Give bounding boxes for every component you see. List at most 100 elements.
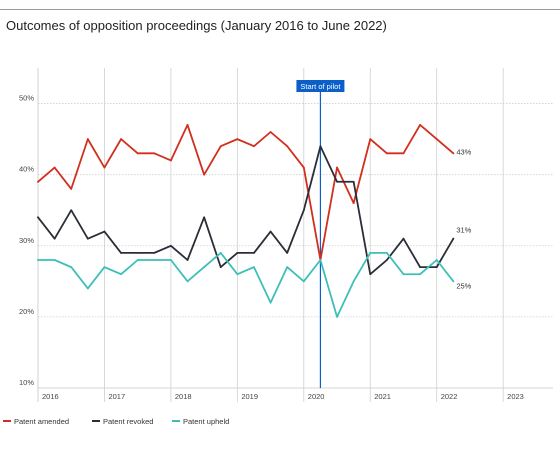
legend-label: Patent revoked xyxy=(103,417,153,426)
data-point-patent-upheld xyxy=(419,273,421,275)
data-point-patent-amended xyxy=(37,181,39,183)
x-tick-label: 2023 xyxy=(507,392,524,401)
data-point-patent-revoked xyxy=(353,181,355,183)
series-line-patent-upheld xyxy=(38,253,453,317)
data-point-patent-amended xyxy=(336,167,338,169)
data-point-patent-upheld xyxy=(153,259,155,261)
data-point-patent-revoked xyxy=(270,231,272,233)
data-point-patent-amended xyxy=(153,152,155,154)
data-point-patent-amended xyxy=(419,124,421,126)
data-point-patent-revoked xyxy=(369,273,371,275)
data-point-patent-revoked xyxy=(386,259,388,261)
data-point-patent-amended xyxy=(452,152,454,154)
data-point-patent-upheld xyxy=(270,302,272,304)
data-point-patent-amended xyxy=(187,124,189,126)
data-point-patent-upheld xyxy=(436,259,438,261)
data-point-patent-upheld xyxy=(253,266,255,268)
data-point-patent-revoked xyxy=(37,216,39,218)
data-point-patent-amended xyxy=(137,152,139,154)
data-point-patent-amended xyxy=(403,152,405,154)
data-point-patent-upheld xyxy=(236,273,238,275)
data-point-patent-amended xyxy=(54,167,56,169)
data-point-patent-amended xyxy=(203,174,205,176)
data-point-patent-revoked xyxy=(54,238,56,240)
end-value-label: 43% xyxy=(456,147,471,156)
data-point-patent-upheld xyxy=(187,280,189,282)
data-point-patent-upheld xyxy=(220,252,222,254)
data-point-patent-amended xyxy=(120,138,122,140)
data-point-patent-revoked xyxy=(187,259,189,261)
data-point-patent-amended xyxy=(369,138,371,140)
data-point-patent-upheld xyxy=(286,266,288,268)
data-point-patent-revoked xyxy=(403,238,405,240)
data-point-patent-amended xyxy=(386,152,388,154)
x-tick-label: 2021 xyxy=(374,392,391,401)
data-point-patent-revoked xyxy=(137,252,139,254)
data-point-patent-revoked xyxy=(419,266,421,268)
data-point-patent-upheld xyxy=(203,266,205,268)
x-tick-label: 2017 xyxy=(108,392,125,401)
data-point-patent-upheld xyxy=(369,252,371,254)
data-point-patent-upheld xyxy=(452,280,454,282)
end-value-label: 31% xyxy=(456,226,471,235)
data-point-patent-upheld xyxy=(137,259,139,261)
data-point-patent-amended xyxy=(236,138,238,140)
data-point-patent-revoked xyxy=(253,252,255,254)
y-tick-label: 50% xyxy=(19,94,34,103)
data-point-patent-upheld xyxy=(386,252,388,254)
legend-label: Patent upheld xyxy=(183,417,229,426)
x-tick-label: 2020 xyxy=(308,392,325,401)
y-tick-label: 40% xyxy=(19,165,34,174)
data-point-patent-revoked xyxy=(87,238,89,240)
data-point-patent-revoked xyxy=(236,252,238,254)
data-point-patent-revoked xyxy=(104,231,106,233)
data-point-patent-revoked xyxy=(170,245,172,247)
data-point-patent-upheld xyxy=(87,288,89,290)
end-value-label: 25% xyxy=(456,281,471,290)
legend-label: Patent amended xyxy=(14,417,69,426)
data-point-patent-revoked xyxy=(220,266,222,268)
data-point-patent-amended xyxy=(253,145,255,147)
data-point-patent-amended xyxy=(220,145,222,147)
data-point-patent-revoked xyxy=(153,252,155,254)
data-point-patent-upheld xyxy=(170,259,172,261)
data-point-patent-revoked xyxy=(320,145,322,147)
series-line-patent-revoked xyxy=(38,146,453,274)
x-tick-label: 2016 xyxy=(42,392,59,401)
y-tick-label: 10% xyxy=(19,378,34,387)
data-point-patent-amended xyxy=(303,167,305,169)
data-point-patent-upheld xyxy=(104,266,106,268)
data-point-patent-upheld xyxy=(70,266,72,268)
data-point-patent-amended xyxy=(170,160,172,162)
data-point-patent-amended xyxy=(436,138,438,140)
data-point-patent-amended xyxy=(270,131,272,133)
data-point-patent-revoked xyxy=(452,238,454,240)
data-point-patent-amended xyxy=(70,188,72,190)
data-point-patent-amended xyxy=(87,138,89,140)
data-point-patent-revoked xyxy=(303,209,305,211)
data-point-patent-revoked xyxy=(203,216,205,218)
data-point-patent-revoked xyxy=(336,181,338,183)
data-point-patent-revoked xyxy=(70,209,72,211)
data-point-patent-upheld xyxy=(336,316,338,318)
y-tick-label: 20% xyxy=(19,307,34,316)
data-point-patent-amended xyxy=(353,202,355,204)
x-tick-label: 2019 xyxy=(241,392,258,401)
data-point-patent-upheld xyxy=(303,280,305,282)
data-point-patent-upheld xyxy=(54,259,56,261)
data-point-patent-upheld xyxy=(320,259,322,261)
data-point-patent-revoked xyxy=(436,266,438,268)
data-point-patent-revoked xyxy=(286,252,288,254)
y-tick-label: 30% xyxy=(19,236,34,245)
x-tick-label: 2022 xyxy=(441,392,458,401)
data-point-patent-amended xyxy=(104,167,106,169)
series-line-patent-amended xyxy=(38,125,453,260)
x-tick-label: 2018 xyxy=(175,392,192,401)
data-point-patent-revoked xyxy=(120,252,122,254)
data-point-patent-amended xyxy=(286,145,288,147)
data-point-patent-upheld xyxy=(403,273,405,275)
pilot-label: Start of pilot xyxy=(300,82,341,91)
data-point-patent-upheld xyxy=(120,273,122,275)
data-point-patent-upheld xyxy=(37,259,39,261)
